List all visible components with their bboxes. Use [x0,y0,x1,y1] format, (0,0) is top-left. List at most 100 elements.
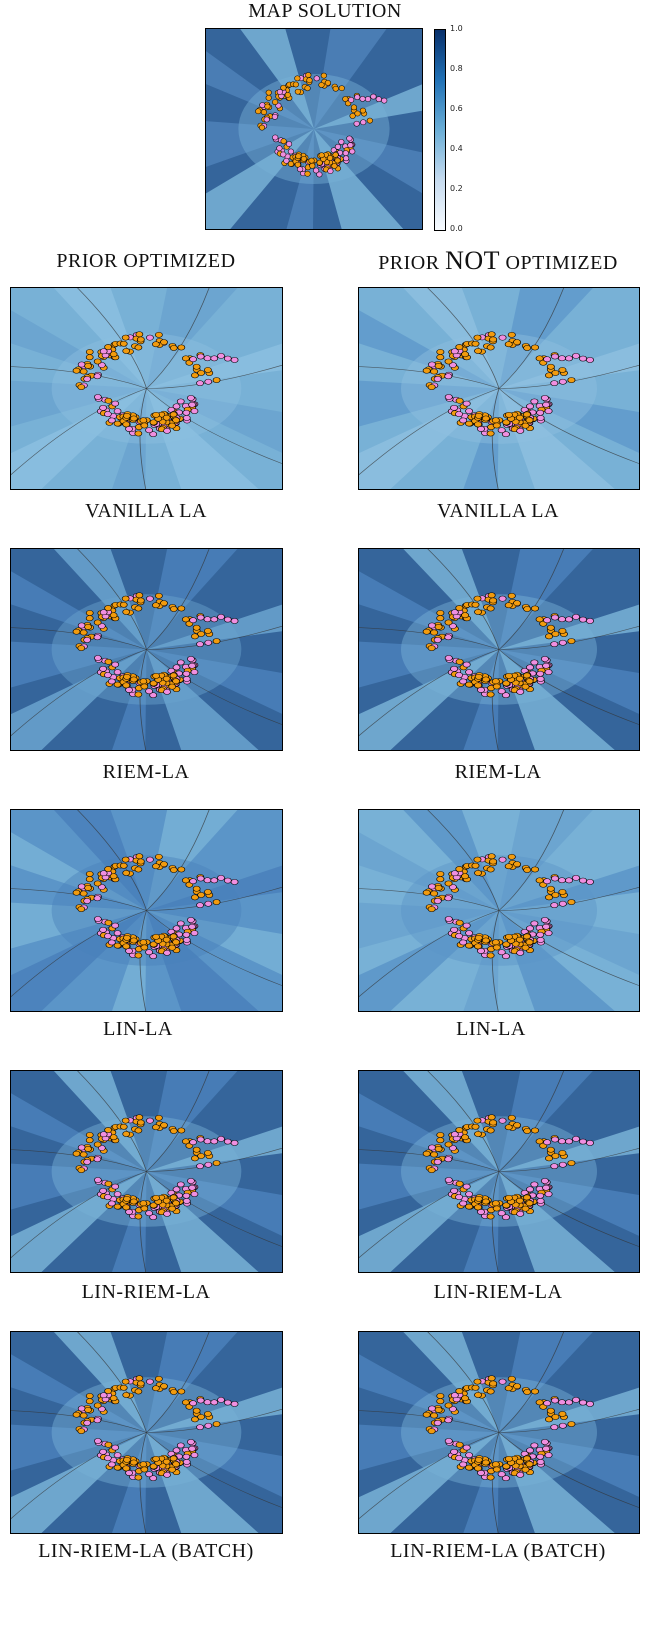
data-point [462,1444,471,1451]
data-point [444,1402,453,1409]
data-point [433,376,442,382]
data-point [471,1123,480,1130]
data-point [430,368,439,375]
data-point [489,336,498,343]
data-point [550,1163,559,1170]
data-point [465,1452,474,1458]
data-point [230,357,239,363]
data-point [188,1184,196,1191]
data-point [502,1463,511,1470]
data-point [190,408,199,414]
data-point [203,877,212,884]
data-point [502,1202,511,1209]
data-point [586,1401,594,1407]
data-point [121,1117,130,1124]
data-point [465,681,474,688]
data-point [504,1455,513,1462]
data-point [422,1411,431,1418]
data-point [545,894,554,901]
data-point [83,637,92,643]
data-point [550,1424,559,1431]
data-point [542,401,551,408]
p1-canvas [11,288,282,489]
data-point [104,672,112,678]
data-point [342,150,349,156]
data-point [230,1140,239,1146]
data-point [149,431,158,438]
data-point [477,948,486,954]
data-point [203,616,212,623]
data-point [297,166,304,173]
data-point [526,403,535,410]
data-point [163,428,171,434]
data-point [139,1461,148,1468]
data-point [263,116,270,123]
data-point [188,662,196,669]
data-point [136,1119,145,1126]
data-point [427,1167,436,1173]
data-point [163,1472,171,1478]
data-point [461,612,470,619]
data-point [450,1187,459,1194]
data-point [579,1399,587,1406]
data-point [182,1453,191,1460]
data-point [531,344,539,351]
data-point [521,422,530,429]
data-point [168,944,177,951]
data-point [433,1420,442,1426]
data-point [85,354,94,361]
data-point [93,1417,102,1424]
data-point [204,889,212,895]
data-point [223,1138,232,1145]
data-point [455,1194,464,1200]
data-point [129,415,138,422]
data-point [149,941,158,948]
data-point [542,1184,551,1191]
data-point [366,117,373,124]
data-point [504,933,513,940]
data-point [145,688,153,695]
data-point [522,672,531,679]
data-point [182,1459,191,1465]
data-point [212,1421,221,1427]
data-point [455,672,464,678]
data-point [540,1178,549,1184]
data-point [169,1455,178,1462]
data-point [152,863,160,870]
data-point [190,1452,199,1458]
data-point [113,930,122,936]
data-point [551,1136,559,1143]
data-point [331,163,338,169]
data-point [121,1378,130,1385]
data-point [122,1392,131,1398]
data-point [309,162,316,169]
data-point [550,380,559,387]
data-point [113,669,122,675]
caption-lin-riem-la-batch-right: LIN-RIEM-LA (BATCH) [390,1540,606,1562]
caption-lin-riem-la-left: LIN-RIEM-LA [81,1281,211,1303]
data-point [188,923,196,930]
data-point [212,638,221,644]
data-point [172,939,180,946]
data-point [450,404,459,411]
caption-lin-riem-la-batch-left: LIN-RIEM-LA (BATCH) [38,1540,254,1562]
data-point [474,609,483,615]
data-point [498,1378,507,1385]
data-point [121,595,130,602]
data-point [192,1146,201,1153]
data-point [502,680,511,687]
data-point [455,1455,464,1461]
data-point [450,348,459,355]
plot-vanilla-la-prior-not-optimized [358,287,640,490]
data-point [526,925,535,932]
data-point [551,614,559,621]
data-point [196,1136,205,1143]
data-point [473,334,482,341]
data-point [97,1406,106,1412]
data-point [434,363,443,369]
data-point [461,351,470,358]
data-point [230,1401,239,1407]
data-point [125,1209,133,1215]
data-point [176,920,185,927]
data-point [501,1475,510,1482]
